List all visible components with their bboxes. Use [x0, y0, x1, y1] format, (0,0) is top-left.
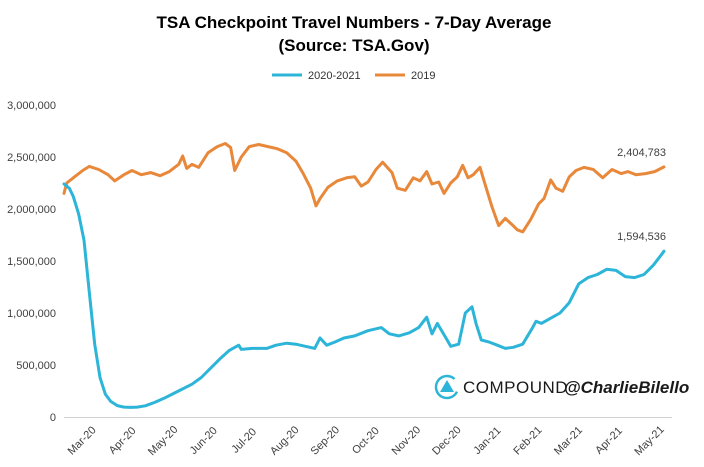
y-tick-label: 2,500,000: [7, 152, 56, 164]
x-tick-label: Dec-20: [430, 424, 464, 458]
end-label-2020-2021: 1,594,536: [617, 231, 666, 243]
x-tick-label: May-21: [632, 424, 666, 458]
legend-label-2019: 2019: [411, 70, 435, 82]
x-tick-label: Nov-20: [390, 424, 424, 458]
x-tick-label: Sep-20: [309, 424, 343, 458]
x-tick-label: Apr-21: [593, 425, 625, 457]
x-tick-label: Aug-20: [268, 424, 302, 458]
chart-subtitle: (Source: TSA.Gov): [278, 36, 429, 55]
brand-handle: @CharlieBilello: [564, 378, 689, 397]
series-line-2020-2021: [62, 182, 666, 409]
compound-logo-icon: [434, 374, 460, 400]
x-tick-label: Jul-20: [229, 426, 259, 456]
series-line-2019: [62, 142, 666, 234]
series-layer: [62, 142, 666, 409]
legend: 2020-2021 2019: [272, 70, 435, 82]
y-tick-label: 3,000,000: [7, 100, 56, 112]
x-tick-label: Apr-20: [107, 425, 139, 457]
x-tick-label: Jun-20: [188, 425, 220, 457]
y-tick-label: 2,000,000: [7, 204, 56, 216]
x-tick-label: Jan-21: [471, 425, 503, 457]
y-tick-label: 1,000,000: [7, 308, 56, 320]
brand-watermark: COMPOUND @CharlieBilello: [434, 374, 689, 400]
end-label-2019: 2,404,783: [617, 147, 666, 159]
y-axis: 0 500,000 1,000,000 1,500,000 2,000,000 2,500…: [7, 100, 56, 424]
legend-label-2020-2021: 2020-2021: [308, 70, 361, 82]
x-tick-label: Oct-20: [350, 425, 382, 457]
y-tick-label: 500,000: [16, 360, 56, 372]
x-tick-label: Feb-21: [511, 424, 544, 457]
x-tick-label: Mar-20: [66, 424, 99, 457]
y-tick-label: 0: [50, 412, 56, 424]
x-tick-label: May-20: [146, 424, 180, 458]
brand-name: COMPOUND: [463, 378, 568, 397]
x-axis: Mar-20 Apr-20 May-20 Jun-20 Jul-20 Aug-20 Sep-…: [64, 417, 672, 458]
chart-title: TSA Checkpoint Travel Numbers - 7-Day Av…: [157, 13, 552, 32]
x-tick-label: Mar-21: [552, 424, 585, 457]
y-tick-label: 1,500,000: [7, 256, 56, 268]
